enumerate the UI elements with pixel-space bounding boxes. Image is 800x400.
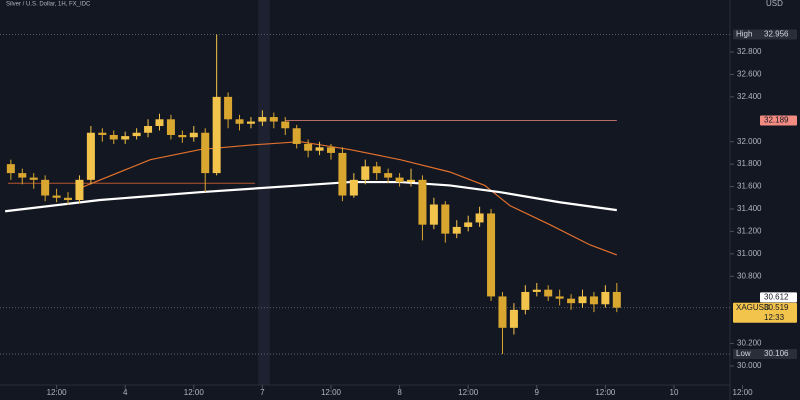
- candle-body: [567, 298, 576, 304]
- candle-body: [395, 177, 404, 183]
- candle-body: [269, 117, 278, 122]
- candle-body: [144, 126, 153, 133]
- moving-average: [75, 141, 618, 256]
- candle-body: [6, 164, 15, 174]
- price-label-name: Low: [736, 349, 751, 358]
- y-tick-label: 32.600: [737, 70, 762, 79]
- x-tick-label: 12:00: [184, 388, 205, 397]
- price-label-value: 32.956: [764, 30, 789, 39]
- candle-body: [132, 132, 141, 137]
- price-label-value: 30.612: [764, 292, 789, 301]
- candle-body: [407, 179, 416, 183]
- candle-body: [384, 173, 393, 178]
- price-label-box: [760, 115, 797, 126]
- candle-body: [235, 119, 244, 124]
- candle-body: [612, 291, 621, 308]
- y-tick-label: 30.800: [737, 271, 762, 280]
- candle-body: [578, 296, 587, 304]
- candle-body: [452, 226, 461, 234]
- candle-body: [224, 96, 233, 120]
- x-tick-label: 7: [260, 388, 265, 397]
- y-tick-label: 31.800: [737, 159, 762, 168]
- y-tick-label: 31.200: [737, 227, 762, 236]
- y-tick-label: 31.000: [737, 249, 762, 258]
- candle-body: [361, 166, 370, 180]
- candle-body: [326, 147, 335, 153]
- x-tick-label: 12:00: [595, 388, 616, 397]
- candle-body: [189, 132, 198, 138]
- x-tick-label: 12:00: [733, 388, 754, 397]
- candle-body: [475, 213, 484, 223]
- y-tick-label: 32.000: [737, 137, 762, 146]
- candle-body: [18, 173, 27, 178]
- candle-body: [98, 132, 107, 135]
- candle-body: [155, 119, 164, 127]
- candle-body: [521, 291, 530, 310]
- candle-body: [544, 289, 553, 297]
- x-tick-label: 8: [397, 388, 402, 397]
- price-label-box: [760, 292, 797, 303]
- candle-body: [212, 96, 221, 174]
- candle-body: [258, 117, 267, 122]
- candle-body: [349, 179, 358, 196]
- candle-body: [589, 296, 598, 305]
- price-label-value: 32.189: [764, 116, 789, 125]
- candle-body: [75, 179, 84, 201]
- chart-title: Silver / U.S. Dollar, 1H, FX_IDC: [6, 2, 91, 8]
- currency-label: USD: [766, 0, 783, 8]
- candle-body: [464, 222, 473, 227]
- price-label-countdown: 12:33: [764, 313, 785, 322]
- candle-body: [509, 309, 518, 328]
- price-label-box: [733, 349, 797, 360]
- y-tick-label: 31.600: [737, 182, 762, 191]
- price-label-box: [733, 302, 797, 323]
- candle-body: [429, 204, 438, 225]
- price-label-value: 30.519: [764, 303, 789, 312]
- candle-body: [498, 296, 507, 328]
- x-tick-label: 12:00: [47, 388, 68, 397]
- candle-body: [109, 134, 118, 140]
- y-tick-label: 30.000: [737, 361, 762, 370]
- candle-body: [166, 119, 175, 135]
- candle-body: [487, 213, 496, 297]
- candle-body: [292, 128, 301, 144]
- x-tick-label: 10: [670, 388, 679, 397]
- candle-body: [304, 143, 313, 151]
- candle-body: [315, 147, 324, 151]
- x-tick-label: 12:00: [321, 388, 342, 397]
- candle-body: [64, 197, 73, 201]
- y-tick-label: 31.400: [737, 204, 762, 213]
- x-tick-label: 12:00: [458, 388, 479, 397]
- candle-body: [29, 177, 38, 180]
- price-label-name: XAGUSD: [736, 303, 770, 312]
- candle-body: [555, 296, 564, 299]
- candle-body: [372, 166, 381, 174]
- candle-body: [532, 289, 541, 292]
- candle-body: [41, 179, 50, 196]
- x-tick-label: 9: [535, 388, 540, 397]
- y-tick-label: 32.400: [737, 92, 762, 101]
- price-label-value: 30.106: [764, 349, 789, 358]
- moving-average: [5, 180, 617, 213]
- candle-body: [418, 179, 427, 225]
- candle-body: [201, 132, 210, 174]
- cursor-band: [258, 0, 270, 385]
- y-tick-label: 32.800: [737, 47, 762, 56]
- candle-body: [86, 132, 95, 180]
- candle-body: [601, 291, 610, 305]
- candle-body: [178, 134, 187, 138]
- candle-body: [246, 121, 255, 124]
- price-label-name: High: [736, 30, 752, 39]
- candle-body: [338, 152, 347, 196]
- candle-body: [441, 204, 450, 234]
- candle-body: [281, 121, 290, 129]
- x-tick-label: 4: [123, 388, 128, 397]
- price-label-box: [733, 29, 797, 40]
- y-tick-label: 30.200: [737, 339, 762, 348]
- candle-body: [52, 195, 61, 198]
- candle-body: [121, 136, 130, 140]
